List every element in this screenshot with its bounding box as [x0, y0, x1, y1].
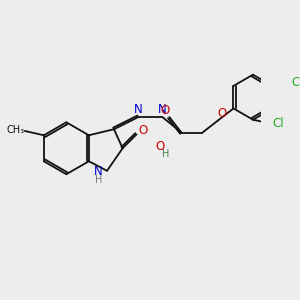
Text: N: N [134, 103, 142, 116]
Text: H: H [95, 175, 102, 185]
Text: O: O [155, 140, 164, 153]
Text: N: N [94, 165, 103, 178]
Text: H: H [162, 149, 169, 159]
Text: N: N [158, 103, 167, 116]
Text: O: O [160, 104, 170, 117]
Text: O: O [218, 107, 227, 120]
Text: Cl: Cl [272, 117, 284, 130]
Text: O: O [138, 124, 147, 137]
Text: Cl: Cl [292, 76, 300, 89]
Text: CH₃: CH₃ [6, 125, 24, 135]
